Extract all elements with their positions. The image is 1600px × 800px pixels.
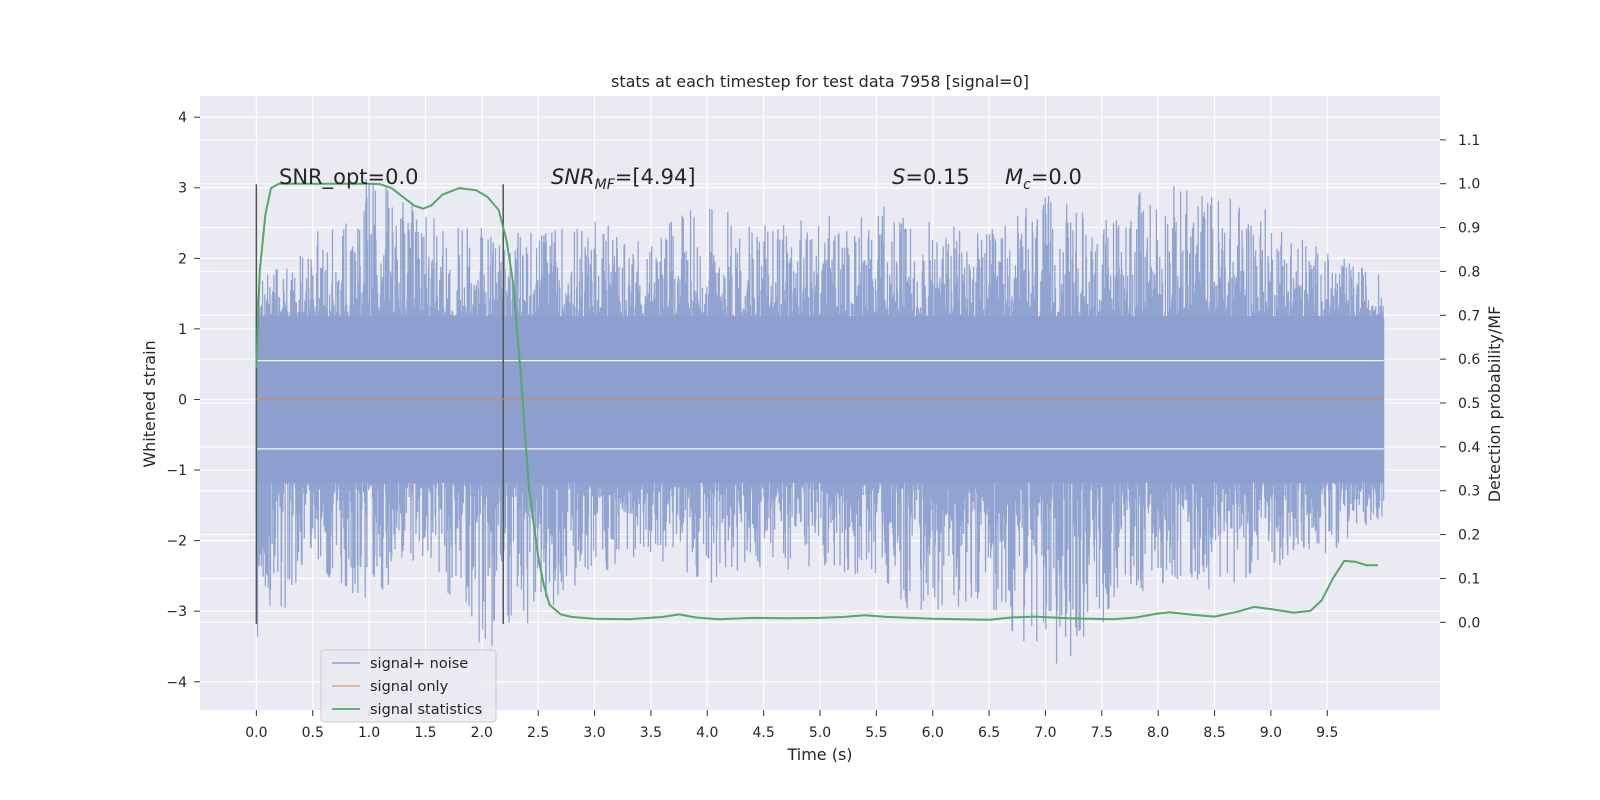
y-right-tick-label: 0.4 (1458, 440, 1480, 456)
series-lines (255, 182, 1384, 621)
x-tick-label: 3.0 (583, 725, 605, 741)
x-tick-label: 5.5 (865, 725, 887, 741)
annotation-s-value: =0.15 (905, 165, 969, 189)
x-tick-label: 4.5 (753, 725, 775, 741)
x-tick-label: 9.0 (1260, 725, 1282, 741)
vertical-markers (255, 184, 504, 624)
y-right-tick-label: 0.5 (1458, 396, 1480, 412)
y-right-tick-label: 0.8 (1458, 264, 1480, 280)
annotation-s: S=0.15 (892, 165, 970, 189)
y-right-tick-label: 0.9 (1458, 221, 1480, 237)
legend: signal+ noise signal only signal statist… (320, 649, 497, 723)
x-axis-label: Time (s) (786, 745, 852, 764)
annotation-mc-value: =0.0 (1031, 165, 1082, 189)
annotation-snr-mf: SNRMF=[4.94] (551, 165, 696, 193)
annotation-s-symbol: S (892, 165, 905, 189)
y-tick-label: 0 (178, 392, 187, 408)
x-tick-label: 1.0 (358, 725, 380, 741)
y-tick-label: −2 (166, 534, 187, 550)
y-right-tick-labels: 1.1 1.0 0.9 0.8 0.7 0.6 0.5 0.4 0.3 0.2 0.1 0.0 (1440, 133, 1480, 631)
legend-label-signal-statistics: signal statistics (370, 702, 482, 718)
x-tick-label: 1.5 (414, 725, 436, 741)
annotation-snr-mf-subscript: MF (595, 177, 616, 193)
y-tick-label: −4 (166, 675, 187, 691)
annotation-mc-symbol: M (1005, 165, 1023, 189)
y-right-tick-label: 0.6 (1458, 352, 1480, 368)
x-tick-label: 8.0 (1147, 725, 1169, 741)
x-tick-label: 0.5 (302, 725, 324, 741)
annotation-snr-opt: SNR_opt=0.0 (279, 165, 419, 190)
y-tick-label: 3 (178, 181, 187, 197)
y-tick-label: 4 (178, 110, 187, 126)
y-tick-labels: 4 3 2 1 0 −1 −2 −3 −4 (166, 110, 200, 691)
y-tick-label: −1 (166, 463, 187, 479)
x-tick-label: 3.5 (640, 725, 662, 741)
y-right-tick-label: 0.7 (1458, 308, 1480, 324)
y-tick-label: 1 (178, 322, 187, 338)
y-right-tick-label: 1.1 (1458, 133, 1480, 149)
annotation-snr-mf-symbol: SNR (551, 165, 595, 189)
x-tick-label: 5.0 (809, 725, 831, 741)
x-tick-label: 6.0 (922, 725, 944, 741)
y-tick-label: 2 (178, 251, 187, 267)
x-tick-label: 2.0 (471, 725, 493, 741)
y-right-tick-label: 0.3 (1458, 484, 1480, 500)
y-right-tick-label: 0.2 (1458, 528, 1480, 544)
legend-box (320, 649, 497, 723)
x-tick-labels: 0.0 0.5 1.0 1.5 2.0 2.5 3.0 3.5 4.0 4.5 5.0 5.5 6.0 6… (245, 710, 1338, 741)
x-tick-label: 8.5 (1203, 725, 1225, 741)
y-right-tick-label: 0.1 (1458, 571, 1480, 587)
x-tick-label: 6.5 (978, 725, 1000, 741)
legend-label-signal-only: signal only (370, 679, 449, 695)
y-axis-label: Whitened strain (140, 340, 159, 467)
y-tick-label: −3 (166, 604, 187, 620)
x-tick-label: 7.5 (1091, 725, 1113, 741)
annotation-mc-subscript: c (1023, 177, 1031, 193)
annotation-snr-mf-value: =[4.94] (615, 165, 696, 189)
y-right-tick-label: 1.0 (1458, 177, 1480, 193)
annotations: SNR_opt=0.0 SNRMF=[4.94] S=0.15 Mc=0.0 (279, 165, 1082, 193)
chart-title: stats at each timestep for test data 795… (611, 72, 1029, 91)
x-tick-label: 2.5 (527, 725, 549, 741)
series-signal-statistics (255, 182, 1378, 621)
y-right-tick-label: 0.0 (1458, 615, 1480, 631)
x-tick-label: 4.0 (696, 725, 718, 741)
y-right-axis-label: Detection probability/MF (1485, 306, 1504, 503)
annotation-mc: Mc=0.0 (1005, 165, 1082, 193)
x-tick-label: 7.0 (1034, 725, 1056, 741)
legend-label-signal-noise: signal+ noise (370, 656, 468, 672)
x-tick-label: 0.0 (245, 725, 267, 741)
x-tick-label: 9.5 (1316, 725, 1338, 741)
